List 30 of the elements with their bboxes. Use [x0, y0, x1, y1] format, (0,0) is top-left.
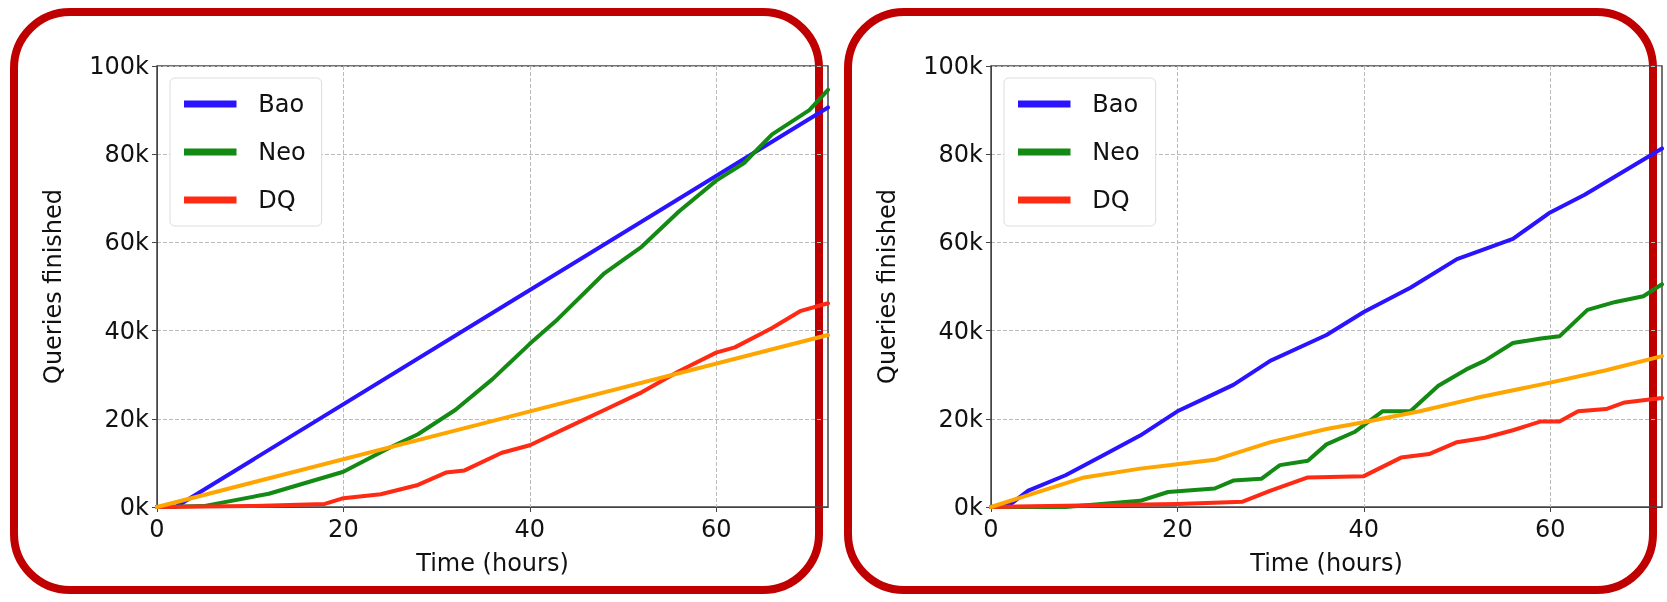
legend-label: DQ	[258, 186, 296, 214]
y-tick-label: 40k	[104, 316, 150, 345]
y-tick-label: 60k	[938, 228, 984, 257]
x-tick-label: 20	[1162, 515, 1193, 543]
y-axis-title: Queries finished	[39, 188, 67, 385]
y-axis-title: Queries finished	[873, 188, 901, 385]
y-tick-label: 60k	[104, 228, 150, 257]
y-tick-label: 80k	[104, 140, 150, 169]
y-tick-label: 0k	[953, 493, 984, 521]
y-tick-label: 80k	[938, 140, 984, 169]
legend-label: Neo	[258, 138, 306, 166]
legend-label: Neo	[1092, 138, 1140, 166]
x-tick-label: 60	[1534, 515, 1566, 543]
x-axis-title: Time (hours)	[1249, 549, 1403, 577]
x-tick-label: 40	[514, 515, 546, 543]
y-tick-label: 100k	[923, 52, 984, 80]
x-tick-label: 20	[328, 515, 359, 543]
y-tick-label: 0k	[119, 493, 150, 521]
legend-label: DQ	[1092, 186, 1130, 214]
legend-label: Bao	[1092, 90, 1139, 118]
x-tick-label: 0	[149, 515, 165, 543]
legend-label: Bao	[258, 90, 305, 118]
x-tick-label: 60	[700, 515, 732, 543]
x-tick-label: 40	[1348, 515, 1380, 543]
x-tick-label: 0	[983, 515, 999, 543]
x-axis-title: Time (hours)	[415, 549, 569, 577]
y-tick-label: 20k	[938, 404, 984, 433]
y-tick-label: 20k	[104, 404, 150, 433]
y-tick-label: 100k	[89, 52, 150, 80]
y-tick-label: 40k	[938, 316, 984, 345]
